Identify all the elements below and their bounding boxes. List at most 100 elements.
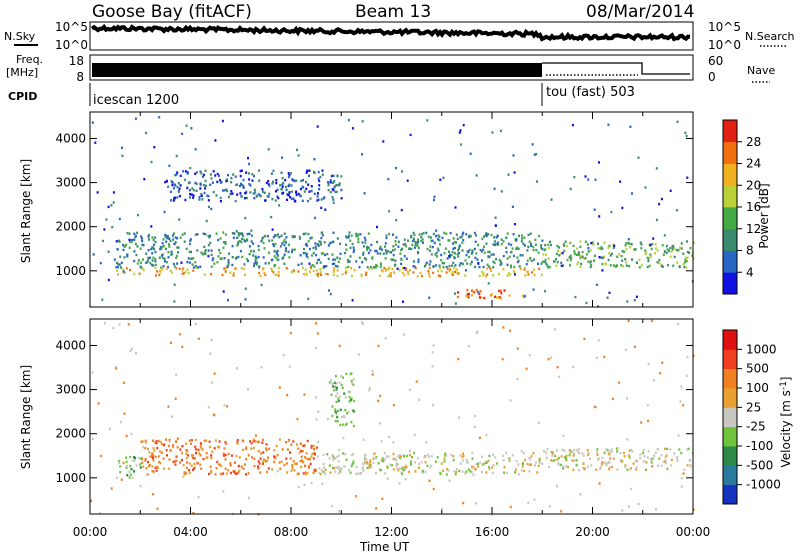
scatter-point xyxy=(253,457,256,461)
scatter-point xyxy=(685,266,688,269)
scatter-point xyxy=(274,264,277,267)
scatter-point xyxy=(334,258,337,261)
scatter-point xyxy=(277,274,280,277)
scatter-point xyxy=(686,355,689,359)
scatter-point xyxy=(624,258,627,261)
scatter-point xyxy=(323,466,325,469)
scatter-point xyxy=(556,449,558,452)
scatter-point xyxy=(151,457,154,460)
scatter-point xyxy=(569,258,572,262)
scatter-point xyxy=(560,463,563,467)
scatter-point xyxy=(429,466,432,469)
scatter-point xyxy=(376,264,379,268)
scatter-point xyxy=(139,247,142,250)
scatter-point xyxy=(427,270,430,273)
scatter-point xyxy=(440,462,443,465)
scatter-point xyxy=(419,271,422,275)
scatter-point xyxy=(579,254,582,257)
y-tick-label: 4000 xyxy=(55,338,86,352)
scatter-point xyxy=(242,234,245,238)
scatter-point xyxy=(505,246,508,249)
scatter-point xyxy=(247,172,250,175)
scatter-point xyxy=(364,241,367,245)
scatter-point xyxy=(488,466,491,469)
scatter-point xyxy=(453,470,456,473)
scatter-point xyxy=(328,289,330,292)
scatter-point xyxy=(379,252,382,255)
scatter-point xyxy=(392,253,395,257)
scatter-point xyxy=(290,172,293,175)
scatter-point xyxy=(377,344,380,348)
scatter-point xyxy=(337,460,340,463)
scatter-point xyxy=(404,466,406,469)
scatter-point xyxy=(349,239,352,242)
scatter-point xyxy=(612,457,615,460)
scatter-point xyxy=(477,243,479,247)
scatter-point xyxy=(148,233,150,237)
scatter-point xyxy=(188,462,191,465)
scatter-point xyxy=(340,197,343,200)
scatter-point xyxy=(335,388,338,391)
scatter-point xyxy=(584,257,587,260)
scatter-point xyxy=(410,236,413,239)
scatter-point xyxy=(151,455,154,459)
scatter-point xyxy=(607,123,610,126)
scatter-point xyxy=(483,235,485,238)
scatter-point xyxy=(304,268,307,272)
scatter-point xyxy=(422,241,424,244)
power-cbar-tick-label: 8 xyxy=(746,244,754,258)
scatter-point xyxy=(117,265,119,269)
scatter-point xyxy=(317,272,320,275)
scatter-point xyxy=(147,259,150,262)
scatter-point xyxy=(471,249,474,252)
scatter-point xyxy=(283,253,286,256)
scatter-point xyxy=(292,179,295,182)
scatter-point xyxy=(240,169,243,172)
scatter-point xyxy=(385,455,388,458)
scatter-point xyxy=(515,468,517,471)
scatter-point xyxy=(413,461,416,464)
scatter-point xyxy=(494,456,497,459)
scatter-point xyxy=(285,266,288,270)
scatter-point xyxy=(151,469,154,473)
scatter-point xyxy=(331,405,334,408)
scatter-point xyxy=(257,440,260,444)
scatter-point xyxy=(581,250,584,254)
scatter-point xyxy=(494,216,497,219)
scatter-point xyxy=(222,189,224,192)
scatter-point xyxy=(569,241,572,244)
scatter-point xyxy=(487,233,490,236)
scatter-point xyxy=(324,272,327,276)
scatter-point xyxy=(666,467,669,471)
scatter-point xyxy=(240,232,243,236)
scatter-point xyxy=(199,170,202,173)
scatter-point xyxy=(209,465,212,468)
scatter-point xyxy=(219,200,222,203)
scatter-point xyxy=(443,457,446,460)
scatter-point xyxy=(398,269,401,272)
scatter-point xyxy=(224,467,227,470)
scatter-point xyxy=(492,266,495,269)
scatter-point xyxy=(329,181,332,184)
scatter-point xyxy=(174,397,177,400)
scatter-point xyxy=(399,455,402,458)
scatter-point xyxy=(185,466,188,470)
scatter-point xyxy=(173,197,176,201)
scatter-point xyxy=(480,296,483,299)
scatter-point xyxy=(274,199,277,202)
scatter-point xyxy=(273,460,276,464)
scatter-point xyxy=(292,440,295,443)
scatter-point xyxy=(227,173,229,177)
scatter-point xyxy=(571,123,574,127)
scatter-point xyxy=(439,274,442,278)
scatter-point xyxy=(176,246,179,249)
scatter-point xyxy=(288,174,291,177)
scatter-point xyxy=(330,393,333,396)
scatter-point xyxy=(464,269,467,272)
scatter-point xyxy=(401,170,403,173)
scatter-point xyxy=(210,207,213,211)
scatter-point xyxy=(120,261,123,264)
scatter-point xyxy=(199,454,202,457)
scatter-point xyxy=(134,242,137,246)
nave-right-tick-high: 60 xyxy=(708,54,723,68)
